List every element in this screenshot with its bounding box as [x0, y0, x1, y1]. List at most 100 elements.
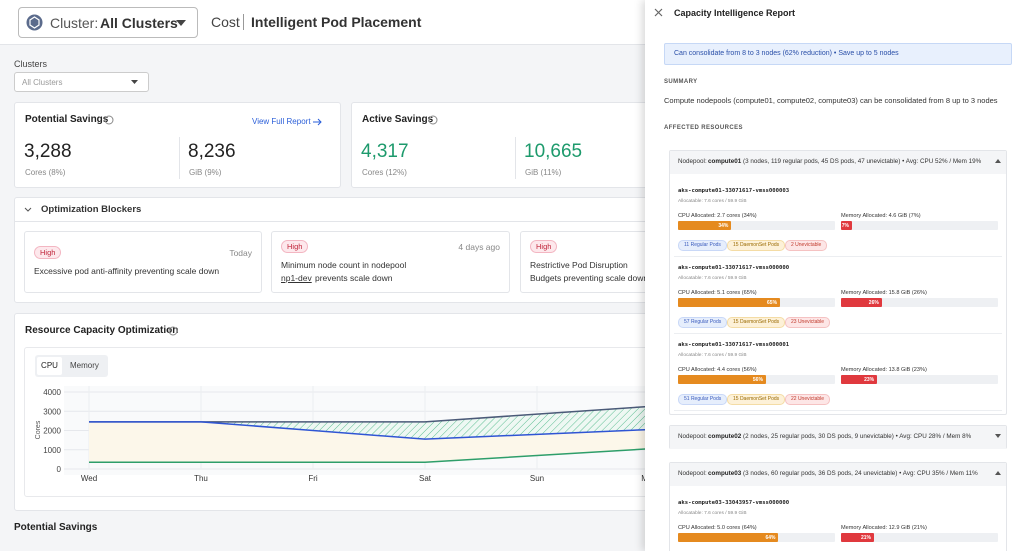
banner: Can consolidate from 8 to 3 nodes (62% r…	[664, 43, 1012, 65]
cluster-selector[interactable]: Cluster: All Clusters	[18, 7, 198, 38]
y-tick-label: 2000	[43, 427, 61, 436]
report-panel: Capacity Intelligence Report Can consoli…	[645, 0, 1024, 551]
capacity-chart: 0 1000 2000 3000 4000 Cores Wed Thu Fri Sat Sun Mon	[35, 386, 645, 483]
dropdown-value: All Clusters	[22, 78, 63, 87]
tab[interactable]: Memory	[70, 361, 99, 370]
chevron	[995, 434, 1001, 438]
nodepool-details: (2 nodes, 25 regular pods, 30 DS pods, 9…	[743, 433, 972, 440]
summary-text: Compute nodepools (compute01, compute02,…	[664, 96, 998, 105]
pod-pill: 11 Regular Pods	[678, 240, 727, 251]
blockers-section: Optimization Blockers High Today Excessi…	[14, 197, 758, 303]
potential-savings-card: Potential Savings View Full Report 3,288…	[14, 102, 341, 188]
cpu-bar-label: 56%	[752, 377, 763, 383]
cpu-bar-track: 65%	[678, 298, 835, 307]
section-title: Optimization Blockers	[41, 204, 142, 215]
active-savings-card: Active Savings 4,317 Cores (12%) 10,665 …	[351, 102, 678, 188]
chevron	[995, 159, 1001, 163]
mem-bar-track: 23%	[841, 375, 998, 384]
blocker-time: Today	[229, 248, 252, 258]
heading: SUMMARY	[664, 79, 698, 85]
cpu-label: CPU Allocated: 2.7 cores (34%)	[678, 213, 757, 219]
nodepool-name: compute01	[708, 158, 742, 165]
cluster-dropdown[interactable]: All Clusters	[14, 72, 149, 92]
section-title: Resource Capacity Optimization	[25, 325, 179, 336]
node: aks-compute01-33071617-vmss000000 Allocat…	[674, 260, 1002, 334]
blocker-card: High 4 days ago Minimum node count in no…	[271, 231, 510, 293]
card-title: Active Savings	[362, 114, 434, 125]
mem-bar-label: 26%	[868, 300, 879, 306]
cpu-bar-track: 34%	[678, 221, 835, 230]
node: aks-compute01-33071617-vmss000001 Allocat…	[674, 337, 1002, 411]
severity-badge: High	[281, 240, 309, 253]
node-name: aks-compute01-33071617-vmss000003	[678, 188, 790, 194]
mem-bar: 21%	[841, 533, 874, 542]
help-icon	[168, 326, 178, 336]
chevron[interactable]	[24, 207, 32, 213]
node-allocatable: Allocatable: 7.6 cores / 59.9 GiB	[678, 276, 747, 281]
severity-badge: High	[34, 246, 62, 259]
nodepool-name: compute02	[708, 433, 742, 440]
series-line	[89, 421, 645, 440]
separator	[15, 221, 675, 222]
cpu-bar-label: 34%	[718, 223, 729, 229]
nodepool-details: (3 nodes, 119 regular pods, 45 DS pods, …	[743, 158, 982, 165]
nodepool-header[interactable]: Nodepool: compute03 (3 nodes, 60 regular p…	[670, 463, 1006, 486]
help-icon	[104, 115, 114, 125]
divider	[243, 14, 244, 30]
card-title: Potential Savings	[25, 114, 109, 125]
gap-area	[89, 406, 645, 440]
nodepool-link[interactable]: np1-dev	[281, 273, 312, 283]
divider	[179, 137, 180, 179]
tab-active[interactable]: CPU	[37, 357, 62, 375]
mem-label: Memory Allocated: 12.9 GiB (21%)	[841, 525, 927, 531]
nodepool-prefix: Nodepool:	[678, 433, 707, 440]
divider	[515, 137, 516, 179]
cluster-value: All Clusters	[100, 15, 178, 31]
section-title: Potential Savings	[14, 522, 98, 533]
nodepool-prefix: Nodepool:	[678, 158, 707, 165]
pod-pill: 15 DaemonSet Pods	[727, 317, 786, 328]
cpu-bar-track: 64%	[678, 533, 835, 542]
pod-pill: 57 Regular Pods	[678, 317, 728, 328]
mem-bar-track: 7%	[841, 221, 998, 230]
node-allocatable: Allocatable: 7.6 cores / 59.9 GiB	[678, 353, 747, 358]
memory-value: 8,236	[188, 141, 236, 162]
banner-text: Can consolidate from 8 to 3 nodes (62% r…	[674, 50, 899, 57]
x-tick-label: Mon	[641, 474, 645, 483]
node: aks-compute01-33071617-vmss000003 Allocat…	[674, 183, 1002, 257]
cpu-bar-label: 64%	[765, 535, 776, 541]
y-tick-label: 1000	[43, 446, 61, 455]
cpu-label: CPU Allocated: 5.0 cores (64%)	[678, 525, 757, 531]
cpu-bar-track: 56%	[678, 375, 835, 384]
caret	[176, 20, 186, 26]
x-tick-label: Sat	[419, 474, 432, 483]
nodepool-prefix: Nodepool:	[678, 470, 707, 477]
y-tick-label: 0	[57, 465, 62, 474]
tab-group: CPU Memory	[35, 355, 108, 377]
nodepool: Nodepool: compute01 (3 nodes, 119 regular …	[669, 150, 1007, 415]
nodepool-header[interactable]: Nodepool: compute01 (3 nodes, 119 regular …	[670, 151, 1006, 174]
nodepool-header[interactable]: Nodepool: compute02 (2 nodes, 25 regular p…	[670, 426, 1006, 449]
cpu-bar: 65%	[678, 298, 781, 307]
pod-pill: 15 DaemonSet Pods	[727, 240, 786, 251]
close-button[interactable]	[654, 8, 663, 17]
memory-label: GiB (11%)	[525, 168, 562, 177]
x-tick-label: Thu	[194, 474, 208, 483]
mem-label: Memory Allocated: 4.6 GiB (7%)	[841, 213, 921, 219]
page-title: Intelligent Pod Placement	[251, 14, 422, 30]
node-allocatable: Allocatable: 7.6 cores / 59.9 GiB	[678, 199, 747, 204]
view-report-link[interactable]: View Full Report	[252, 117, 311, 126]
section-name: Cost	[211, 14, 240, 30]
severity-badge: High	[530, 240, 558, 253]
mem-bar: 7%	[841, 221, 852, 230]
pod-pill: 22 Unevictable	[785, 394, 831, 405]
node-name: aks-compute01-33071617-vmss000000	[678, 265, 790, 271]
x-tick-label: Wed	[81, 474, 97, 483]
mem-bar-track: 21%	[841, 533, 998, 542]
mem-bar-label: 21%	[860, 535, 871, 541]
arrow-icon	[313, 118, 322, 126]
panel-title: Capacity Intelligence Report	[674, 8, 796, 18]
nodepool-name: compute03	[708, 470, 742, 477]
cores-label: Cores (8%)	[25, 168, 66, 177]
mem-label: Memory Allocated: 15.8 GiB (26%)	[841, 290, 927, 296]
